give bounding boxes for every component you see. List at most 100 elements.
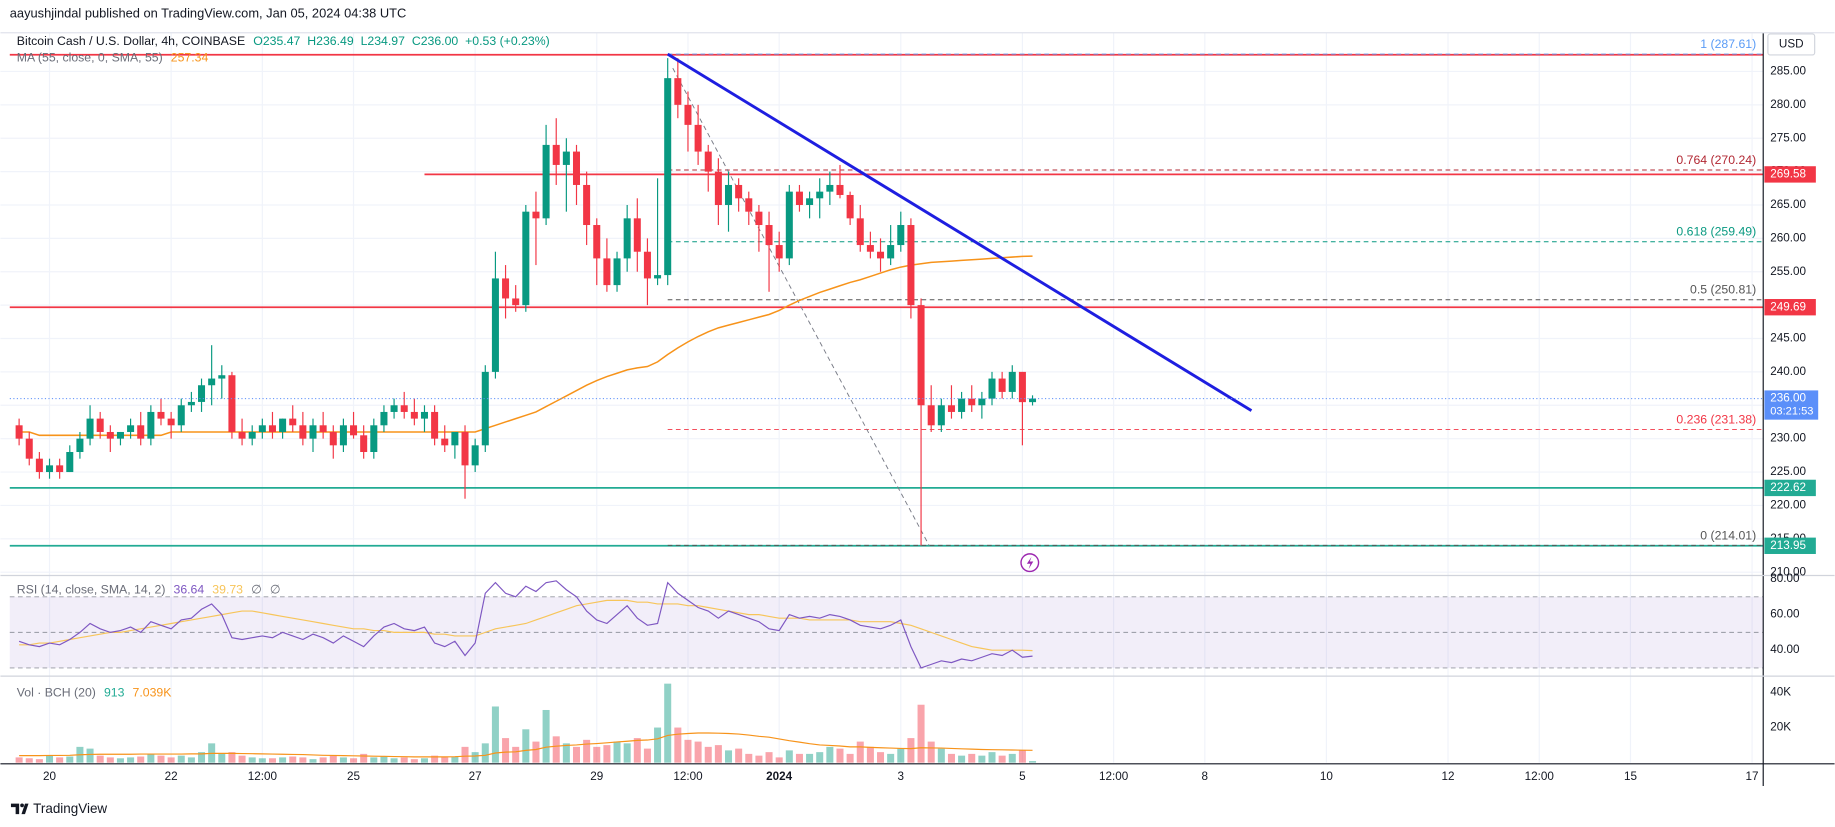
candle-body [248,431,256,439]
candle-body [755,211,763,226]
volume-bar [643,748,651,763]
volume-bar [228,752,236,763]
price-tag [1764,537,1816,554]
candle-body [502,278,510,299]
fib-label: 0.5 (250.81) [1690,283,1756,297]
candle-body [877,251,885,259]
volume-bar [603,745,611,763]
y-tick-label: 260.00 [1770,231,1806,244]
rsi-line [18,580,1033,669]
volume-bar [735,748,743,763]
candle-body [289,418,297,426]
candle-body [258,425,266,432]
candle-body [532,211,540,219]
candle-body [704,151,712,172]
candle-body [958,398,966,412]
candle-body [633,218,641,252]
volume-bar [775,757,783,763]
volume-bar [410,759,418,763]
ohlc-change: +0.53 (+0.23%) [465,34,550,48]
x-tick-label: 12 [1442,770,1455,783]
rsi-tick-label: 80.00 [1770,572,1800,585]
volume-bar [370,757,378,763]
volume-bar [593,746,601,763]
volume-bar [187,757,195,763]
y-tick-label: 230.00 [1770,432,1806,445]
fib-trend [672,67,930,546]
y-tick-label: 210.00 [1770,565,1806,578]
volume-bar [127,757,135,763]
currency: USD [1779,38,1804,51]
candle-body [35,458,43,473]
x-tick-label: 10 [1320,770,1334,783]
candle-body [339,425,347,446]
candle-body [451,431,459,446]
candle-body [725,184,733,205]
candle-body [866,245,874,252]
volume-bar [846,753,854,763]
candle-body [56,465,64,473]
symbol-title: Bitcoin Cash / U.S. Dollar, 4h, COINBASE [17,34,245,48]
volume-bar [177,755,185,763]
legend-ma: MA (55, close, 0, SMA, 55) 257.34 [17,51,209,65]
footer: TradingView [33,801,107,816]
volume-bar [877,752,885,763]
volume-bar [937,748,945,763]
candle-body [897,225,905,246]
candle-body [46,465,54,473]
candle-body [806,198,814,205]
candle-body [917,305,925,406]
price-tag [1764,166,1816,183]
volume-bar [471,752,479,763]
y-tick-label: 225.00 [1770,465,1806,478]
volume-bar [157,755,165,763]
volume-bar [907,738,915,763]
volume-bar [248,757,256,763]
volume-bar [836,748,844,763]
volume-bar [856,741,864,763]
candle-body [400,405,408,412]
candle-body [86,418,94,439]
candle-body [765,225,773,246]
volume-bar [947,753,955,763]
candle-body [603,258,611,286]
volume-bar [512,746,520,763]
x-tick-label: 20 [43,770,57,783]
plot [9,52,1764,763]
candle-body [552,144,560,165]
candle-body [907,225,915,306]
candle-body [25,438,33,459]
candle-body [147,411,155,439]
volume-bar [552,736,560,763]
candle-body [198,385,206,402]
candle-body [785,191,793,259]
fib-label: 0.236 (231.38) [1676,412,1756,426]
candle-body [491,278,499,372]
candle-body [684,104,692,125]
volume-bar [279,757,287,763]
volume-bar [583,739,591,763]
y-tick-label: 245.00 [1770,332,1806,345]
candle-body [410,411,418,419]
candle-body [562,151,570,165]
volume-bar [258,758,266,763]
volume-bar [1018,750,1026,763]
candle-body [481,371,489,446]
candle-body [775,245,783,259]
volume-bar [46,755,54,763]
candle-body [745,198,753,212]
candle-body [390,405,398,412]
rsi-name: RSI (14, close, SMA, 14, 2) [17,583,166,597]
rsi-tick-label: 60.00 [1770,608,1800,621]
candle-body [856,218,864,246]
volume-bar [299,757,307,763]
volume-bar [998,755,1006,763]
volume-bar [694,741,702,763]
volume-bar [268,758,276,763]
volume-bar [360,753,368,763]
candle-body [795,191,803,205]
candle-body [583,184,591,226]
currency-box[interactable] [1767,33,1816,56]
candle-body [674,78,682,105]
